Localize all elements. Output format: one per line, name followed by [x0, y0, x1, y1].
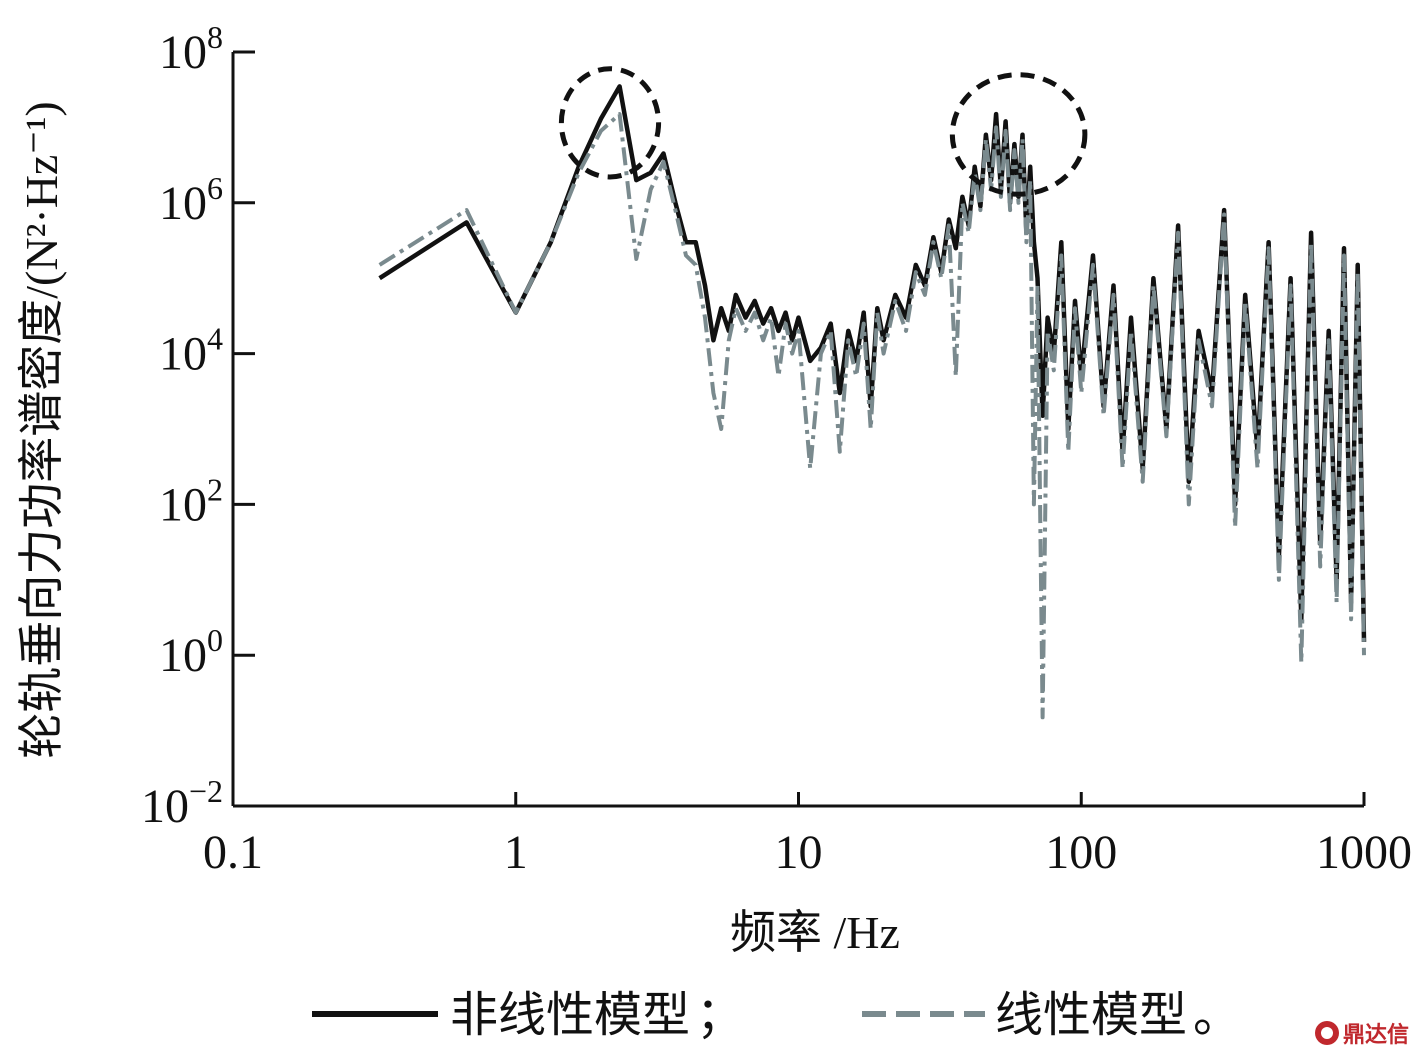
y-tick-exponent: 8	[207, 19, 223, 55]
y-tick-label: 104	[159, 321, 223, 381]
y-tick-base: 10	[159, 478, 207, 531]
series-line-linear	[378, 112, 1366, 720]
y-tick-label: 106	[159, 170, 223, 230]
x-tick-label: 0.1	[203, 826, 263, 879]
y-tick-label: 108	[159, 19, 223, 79]
legend: 非线性模型 ； 线性模型 。	[312, 989, 1241, 1042]
series-layer	[378, 84, 1367, 720]
x-axis-title: 频率 /Hz	[730, 907, 900, 958]
x-ticks: 0.1 1 10 100 1000	[203, 792, 1412, 879]
annotation-layer	[558, 66, 1088, 197]
y-tick-exponent: −2	[189, 773, 223, 809]
y-tick-label: 100	[159, 622, 223, 682]
y-axis-title: 轮轨垂向力功率谱密度/(N²·Hz⁻¹)	[16, 101, 67, 758]
y-tick-exponent: 6	[207, 170, 223, 206]
legend-terminator: 。	[1193, 989, 1241, 1042]
y-tick-base: 10	[159, 328, 207, 381]
watermark-logo-icon	[1314, 1021, 1339, 1045]
x-tick-label: 100	[1045, 826, 1117, 879]
x-tick-label: 1000	[1316, 826, 1412, 879]
y-tick-base: 10	[159, 26, 207, 79]
x-tick-label: 1	[504, 826, 528, 879]
y-tick-exponent: 4	[207, 321, 223, 357]
y-tick-base: 10	[159, 177, 207, 230]
y-tick-base: 10	[141, 780, 189, 833]
y-tick-exponent: 0	[207, 622, 223, 658]
legend-label-nonlinear: 非线性模型	[450, 989, 690, 1042]
y-tick-label: 102	[159, 471, 223, 531]
peak-highlight-ellipse	[558, 66, 662, 180]
watermark-text: 鼎达信	[1342, 1023, 1409, 1048]
y-tick-label: 10−2	[141, 773, 223, 833]
peak-highlight-ellipse	[949, 72, 1088, 197]
x-tick-label: 10	[775, 826, 823, 879]
y-tick-exponent: 2	[207, 471, 223, 507]
y-tick-base: 10	[159, 629, 207, 682]
legend-label-linear: 线性模型	[995, 989, 1187, 1042]
watermark: 鼎达信	[1314, 1017, 1409, 1049]
legend-separator: ；	[696, 989, 744, 1042]
